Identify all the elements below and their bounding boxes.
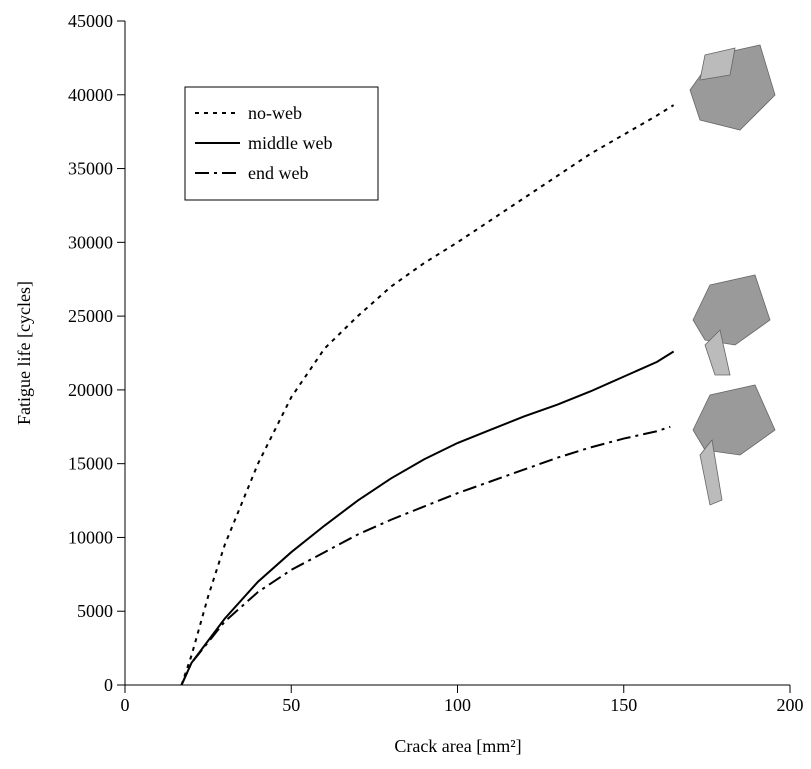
x-tick-label: 150: [610, 695, 637, 715]
x-tick-label: 50: [282, 695, 300, 715]
legend-label: end web: [248, 163, 308, 183]
series-line: [182, 427, 671, 685]
y-tick-label: 5000: [77, 601, 113, 621]
y-tick-label: 40000: [68, 85, 113, 105]
y-tick-label: 10000: [68, 527, 113, 547]
x-tick-label: 100: [444, 695, 471, 715]
y-tick-label: 30000: [68, 232, 113, 252]
y-axis-label: Fatigue life [cycles]: [14, 281, 34, 425]
part-icon: [690, 45, 775, 505]
y-tick-label: 45000: [68, 11, 113, 31]
x-tick-label: 0: [121, 695, 130, 715]
y-tick-label: 20000: [68, 380, 113, 400]
legend-label: no-web: [248, 103, 302, 123]
series-line: [182, 352, 674, 685]
chart: Crack area [mm²] Fatigue life [cycles] 0…: [0, 0, 811, 769]
y-tick-label: 25000: [68, 306, 113, 326]
x-axis-label: Crack area [mm²]: [394, 736, 521, 756]
legend-label: middle web: [248, 133, 332, 153]
y-tick-label: 0: [104, 675, 113, 695]
y-tick-label: 15000: [68, 454, 113, 474]
y-tick-label: 35000: [68, 159, 113, 179]
x-tick-label: 200: [777, 695, 804, 715]
